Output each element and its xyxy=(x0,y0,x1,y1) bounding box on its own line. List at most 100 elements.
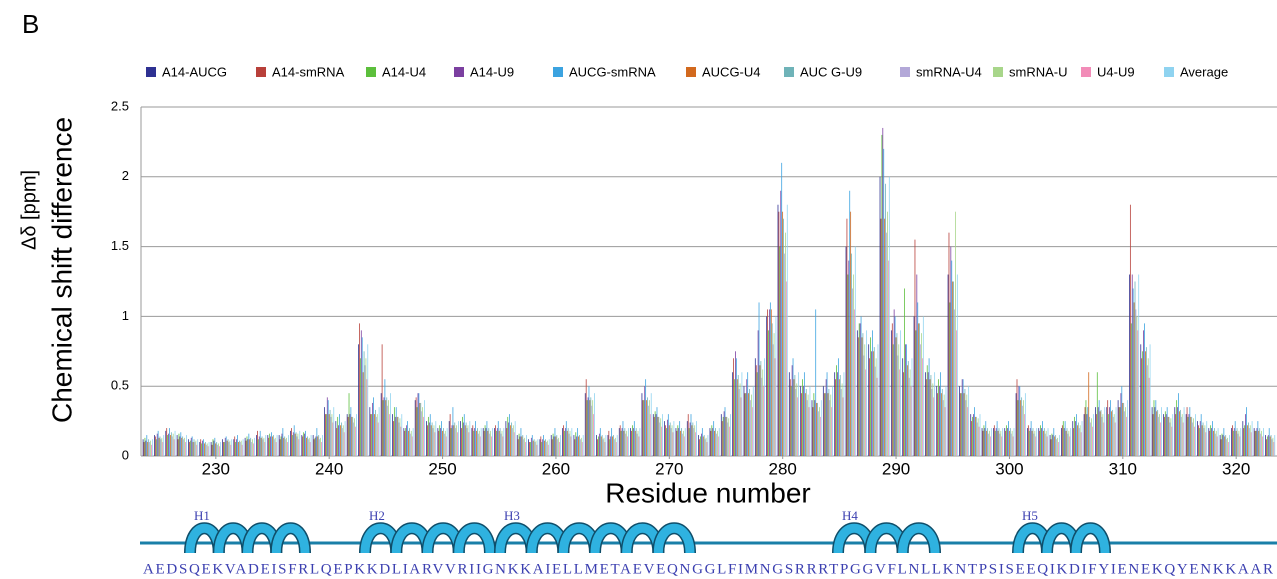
bar xyxy=(1047,436,1048,456)
bar xyxy=(793,358,794,456)
bar xyxy=(1175,414,1176,456)
bar xyxy=(1053,428,1054,456)
bar xyxy=(540,439,541,456)
bar xyxy=(486,428,487,456)
bar xyxy=(984,428,985,456)
bar xyxy=(214,438,215,456)
bar xyxy=(910,369,911,456)
bar xyxy=(1050,435,1051,456)
bar xyxy=(865,369,866,456)
helix-label: H4 xyxy=(842,508,858,523)
bar xyxy=(553,434,554,456)
bar xyxy=(753,386,754,456)
bar xyxy=(145,441,146,456)
bar xyxy=(1112,410,1113,456)
bar xyxy=(280,439,281,456)
bar xyxy=(1137,330,1138,456)
bar xyxy=(291,428,292,456)
bar xyxy=(264,442,265,456)
bar xyxy=(1177,407,1178,456)
bar xyxy=(275,438,276,456)
bar xyxy=(771,309,772,456)
bar xyxy=(696,421,697,456)
bar xyxy=(658,417,659,456)
bar xyxy=(146,435,147,456)
bar xyxy=(554,436,555,456)
bar xyxy=(768,330,769,456)
bar xyxy=(1034,431,1035,456)
bar xyxy=(984,425,985,456)
bar xyxy=(914,316,915,456)
bar xyxy=(977,422,978,456)
bar xyxy=(571,436,572,456)
bar xyxy=(798,372,799,456)
bar xyxy=(922,358,923,456)
bar xyxy=(683,431,684,456)
bar xyxy=(405,428,406,456)
bar xyxy=(1109,407,1110,456)
bar xyxy=(439,425,440,456)
bar xyxy=(171,432,172,456)
bar xyxy=(837,372,838,456)
bar xyxy=(1008,421,1009,456)
bar xyxy=(578,436,579,456)
bar xyxy=(519,434,520,456)
bar xyxy=(1188,417,1189,456)
bar xyxy=(965,389,966,456)
bar xyxy=(1066,431,1067,456)
bar xyxy=(818,411,819,456)
bar xyxy=(319,439,320,456)
bar xyxy=(316,428,317,456)
bar xyxy=(443,428,444,456)
bar xyxy=(968,386,969,456)
bar xyxy=(574,435,575,456)
bar xyxy=(1144,323,1145,456)
bar xyxy=(330,410,331,456)
bar xyxy=(298,434,299,456)
bar xyxy=(1193,418,1194,456)
bar xyxy=(1271,435,1272,456)
bar xyxy=(908,361,909,456)
y-axis-title: Chemical shift difference xyxy=(46,117,77,423)
bar xyxy=(835,379,836,456)
bar xyxy=(829,400,830,456)
bar xyxy=(1204,428,1205,456)
bar xyxy=(923,316,924,456)
bar xyxy=(592,400,593,456)
bar xyxy=(1213,431,1214,456)
bar xyxy=(587,400,588,456)
bar xyxy=(162,442,163,456)
bar xyxy=(783,219,784,456)
bar xyxy=(1154,400,1155,456)
bar xyxy=(664,421,665,456)
bar xyxy=(975,417,976,456)
bar xyxy=(679,421,680,456)
bar xyxy=(1140,344,1141,456)
bar xyxy=(883,149,884,456)
bar xyxy=(757,372,758,456)
bar xyxy=(1223,428,1224,456)
bar xyxy=(830,395,831,456)
bar xyxy=(733,358,734,456)
bar xyxy=(869,358,870,456)
bar xyxy=(876,358,877,456)
bar xyxy=(314,439,315,456)
bar xyxy=(700,436,701,456)
bar xyxy=(1035,436,1036,456)
bar xyxy=(795,389,796,456)
bar xyxy=(355,427,356,456)
bar xyxy=(1055,435,1056,456)
bar xyxy=(602,435,603,456)
bar xyxy=(593,414,594,456)
bar xyxy=(1136,316,1137,456)
bar xyxy=(410,434,411,456)
bar xyxy=(356,414,357,456)
bar xyxy=(1215,434,1216,456)
bar xyxy=(250,438,251,456)
bar xyxy=(815,309,816,456)
bar xyxy=(228,439,229,456)
bar xyxy=(277,435,278,456)
bar xyxy=(930,379,931,456)
bar xyxy=(997,421,998,456)
bar xyxy=(395,417,396,456)
